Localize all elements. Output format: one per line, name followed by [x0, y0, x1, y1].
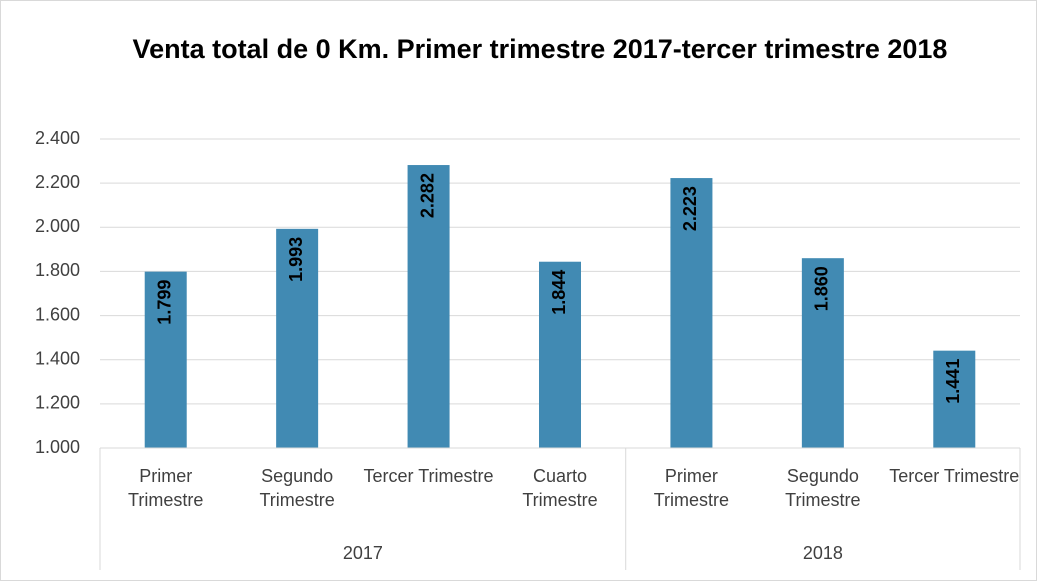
value-label: 2.223	[680, 186, 700, 231]
y-tick-label: 1.800	[35, 260, 80, 280]
bar	[670, 178, 713, 449]
x-tick-label: Primer Trimestre	[653, 466, 730, 510]
y-tick-label: 1.600	[35, 304, 80, 324]
y-tick-label: 1.200	[35, 393, 80, 413]
bar	[933, 350, 976, 448]
y-tick-label: 1.000	[35, 437, 80, 457]
value-label: 1.993	[286, 237, 306, 282]
value-label: 1.860	[812, 266, 832, 311]
group-label: 2018	[802, 543, 843, 563]
value-label: 1.441	[943, 359, 963, 404]
y-tick-label: 2.200	[35, 172, 80, 192]
bar	[801, 258, 844, 448]
x-tick-label: Segundo Trimestre	[785, 466, 861, 510]
y-tick-label: 2.000	[35, 216, 80, 236]
chart-title: Venta total de 0 Km. Primer trimestre 20…	[132, 34, 948, 64]
x-tick-label: Tercer Trimestre	[889, 466, 1020, 486]
bar	[144, 271, 187, 448]
group-label: 2017	[342, 543, 383, 563]
y-tick-label: 1.400	[35, 348, 80, 368]
bar	[276, 228, 319, 448]
y-tick-label: 2.400	[35, 128, 80, 148]
x-tick-label: Segundo Trimestre	[259, 466, 335, 510]
value-label: 2.282	[417, 173, 437, 218]
bar	[539, 261, 581, 448]
value-label: 1.844	[549, 270, 569, 315]
x-tick-label: Cuarto Trimestre	[522, 466, 598, 510]
bar	[407, 165, 450, 448]
x-tick-label: Primer Trimestre	[128, 466, 204, 510]
x-tick-label: Tercer Trimestre	[363, 466, 494, 486]
value-label: 1.799	[154, 280, 174, 325]
